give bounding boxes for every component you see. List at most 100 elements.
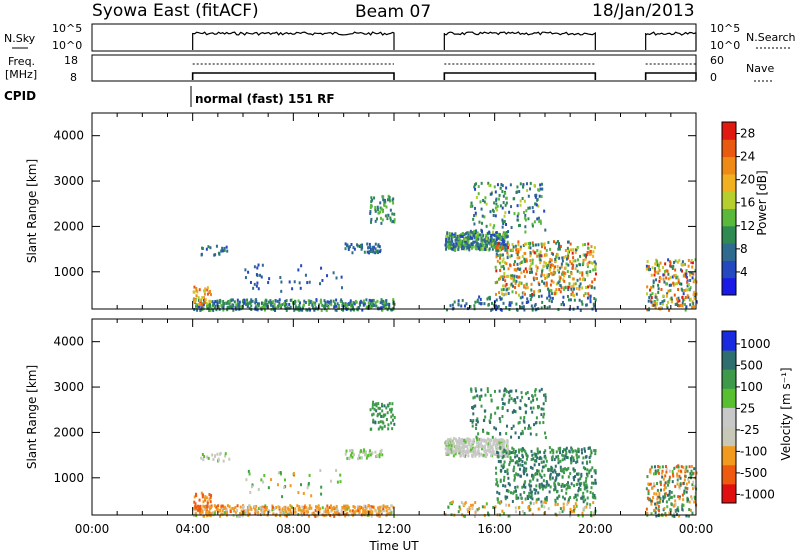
echo-point (380, 505, 383, 509)
echo-point (247, 303, 250, 307)
echo-point (658, 509, 661, 513)
echo-point (478, 445, 481, 449)
echo-point (567, 298, 570, 302)
echo-point (498, 389, 501, 393)
echo-point (388, 512, 391, 516)
echo-point (518, 459, 521, 463)
colorbar-swatch (722, 243, 736, 261)
echo-point (293, 280, 296, 284)
echo-point (505, 282, 508, 286)
echo-point (550, 456, 553, 460)
echo-point (686, 288, 689, 292)
echo-point (484, 237, 487, 241)
echo-point (381, 420, 384, 424)
echo-point (377, 243, 380, 247)
echo-point (502, 287, 505, 291)
echo-point (518, 275, 521, 279)
echo-point (474, 182, 477, 186)
freq-trace (644, 72, 697, 80)
echo-point (523, 242, 526, 246)
echo-point (555, 490, 558, 494)
echo-point (516, 204, 519, 208)
echo-point (216, 452, 219, 456)
echo-point (680, 282, 683, 286)
echo-point (378, 211, 381, 215)
echo-point (567, 254, 570, 258)
echo-point (503, 271, 506, 275)
echo-point (289, 508, 292, 512)
echo-point (376, 205, 379, 209)
echo-point (234, 510, 237, 514)
echo-point (216, 301, 219, 305)
echo-point (467, 246, 470, 250)
echo-point (674, 503, 677, 507)
echo-point (676, 300, 679, 304)
echo-point (517, 496, 520, 500)
echo-point (506, 274, 509, 278)
echo-point (257, 512, 260, 516)
power-panel-frame (91, 112, 697, 310)
echo-point (496, 204, 499, 208)
echo-point (691, 305, 694, 309)
echo-point (535, 272, 538, 276)
echo-point (474, 387, 477, 391)
echo-point (683, 302, 686, 306)
echo-point (684, 274, 687, 278)
echo-point (238, 512, 241, 516)
echo-point (589, 249, 592, 253)
echo-point (357, 509, 360, 513)
echo-point (195, 294, 198, 298)
echo-point (471, 503, 474, 507)
echo-point (543, 412, 546, 416)
echo-point (472, 406, 475, 410)
echo-point (371, 512, 374, 516)
echo-point (678, 485, 681, 489)
echo-point (538, 484, 541, 488)
echo-point (375, 402, 378, 406)
echo-point (450, 500, 453, 504)
echo-point (510, 397, 513, 401)
echo-point (657, 514, 660, 518)
echo-point (523, 420, 526, 424)
echo-point (527, 397, 530, 401)
echo-point (392, 300, 395, 304)
echo-point (281, 495, 284, 499)
echo-point (299, 306, 302, 310)
echo-point (478, 301, 481, 305)
echo-point (525, 242, 528, 246)
echo-point (363, 511, 366, 515)
echo-point (503, 231, 506, 235)
echo-point (469, 245, 472, 249)
echo-point (196, 290, 199, 294)
echo-point (519, 474, 522, 478)
echo-point (678, 299, 681, 303)
echo-point (567, 256, 570, 260)
echo-point (694, 500, 697, 504)
echo-point (316, 510, 319, 514)
echo-point (693, 484, 696, 488)
echo-point (580, 300, 583, 304)
echo-point (549, 283, 552, 287)
echo-point (522, 269, 525, 273)
echo-point (586, 474, 589, 478)
echo-point (323, 299, 326, 303)
echo-point (480, 302, 483, 306)
echo-point (674, 268, 677, 272)
echo-point (385, 205, 388, 209)
echo-point (509, 456, 512, 460)
echo-point (360, 456, 363, 460)
echo-point (530, 484, 533, 488)
echo-point (445, 451, 448, 455)
echo-point (359, 243, 362, 247)
echo-point (514, 401, 517, 405)
echo-point (588, 252, 591, 256)
echo-point (263, 308, 266, 312)
echo-point (229, 510, 232, 514)
echo-point (231, 304, 234, 308)
echo-point (589, 505, 592, 509)
echo-point (543, 260, 546, 264)
echo-point (691, 511, 694, 515)
echo-point (348, 245, 351, 249)
echo-point (484, 393, 487, 397)
echo-point (495, 248, 498, 252)
